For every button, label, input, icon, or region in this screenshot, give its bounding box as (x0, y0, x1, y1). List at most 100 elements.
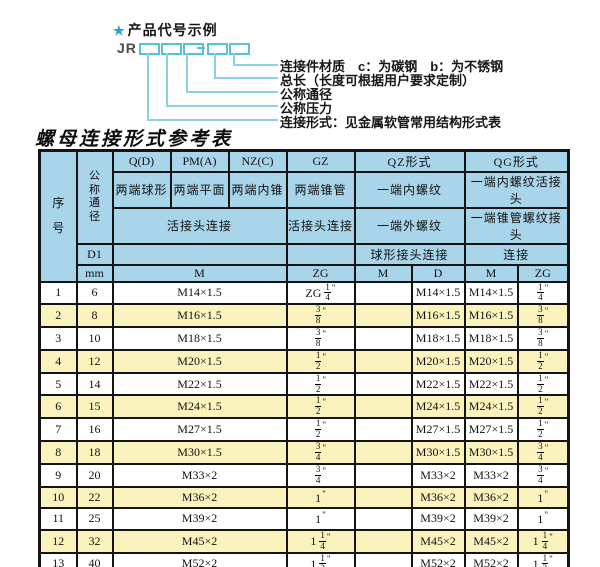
seq-cell: 6 (38, 394, 78, 420)
inch-mark: " (322, 374, 327, 385)
seq-cell: 2 (38, 303, 78, 329)
dn-cell: 14 (75, 371, 114, 397)
header-qg-m: M (463, 263, 519, 283)
m-cell: M22×1.5 (111, 371, 288, 397)
table-row: 10 22 M36×2 1" M36×2 M36×2 1" (38, 485, 570, 510)
header-qz-sub3: 球形接头连接 (353, 242, 466, 266)
qg-zg-cell: 3 4 " (516, 439, 570, 465)
qg-m-cell: M24×1.5 (463, 394, 519, 420)
header-nz-sub: 两端内锥 (227, 170, 288, 209)
qz-m-cell (353, 303, 413, 329)
star-icon: ★ (113, 23, 126, 38)
dn-cell: 16 (75, 417, 114, 442)
qg-zg-cell: 1 2 " (516, 371, 570, 397)
inch-mark: " (322, 510, 326, 521)
header-zg: ZG (285, 263, 356, 283)
table-row: 4 12 M20×1.5 1 2 " M20×1.5 M20×1.5 1 2 " (38, 348, 570, 374)
m-cell: M45×2 (111, 528, 288, 554)
qg-m-cell: M45×2 (463, 528, 519, 554)
code-dash (197, 47, 205, 49)
connector-line-3 (186, 53, 278, 93)
m-cell: M33×2 (111, 462, 288, 488)
header-q: Q(D) (111, 149, 172, 173)
qg-m-cell: M52×2 (463, 551, 519, 567)
qg-m-cell: M30×1.5 (463, 439, 519, 465)
header-qz-d: D (410, 263, 466, 283)
header-pm: PM(A) (169, 149, 230, 173)
qg-m-cell: M14×1.5 (463, 280, 519, 306)
diagram-label-connection: 连接形式：见金属软管常用结构形式表 (280, 115, 502, 130)
qz-m-cell (353, 439, 413, 465)
header-blank-gz (285, 242, 356, 266)
header-seq: 序号 (38, 149, 78, 283)
gz-zg-cell: ZG 1 4 " (285, 280, 356, 306)
table-row: 9 20 M33×2 3 4 " M33×2 M33×2 3 4 " (38, 462, 570, 488)
header-dn: 公称通径 (75, 149, 114, 245)
qz-m-cell (353, 326, 413, 351)
qg-zg-cell: 3 4 " (516, 462, 570, 488)
m-cell: M24×1.5 (111, 394, 288, 420)
product-code-prefix: JR (117, 40, 137, 56)
table-row: 7 16 M27×1.5 1 2 " M27×1.5 M27×1.5 1 2 " (38, 417, 570, 442)
gz-zg-cell: 1" (285, 485, 356, 510)
dn-cell: 22 (75, 485, 114, 510)
header-qg-sub1: 一端内螺纹活接头 (463, 170, 570, 209)
qg-zg-cell: 3 8 " (516, 303, 570, 329)
inch-mark: " (322, 397, 327, 408)
header-qg-sub2: 一端锥管螺纹接头 (463, 206, 570, 245)
qg-m-cell: M33×2 (463, 462, 519, 488)
m-cell: M16×1.5 (111, 303, 288, 329)
table-row: 8 18 M30×1.5 3 4 " M30×1.5 M30×1.5 3 4 " (38, 439, 570, 465)
connector-line-2 (166, 53, 278, 107)
header-qg: QG形式 (463, 149, 570, 173)
dn-cell: 15 (75, 394, 114, 420)
inch-mark: " (544, 397, 549, 408)
diagram-label-pressure: 公称压力 (280, 101, 333, 116)
dn-cell: 18 (75, 439, 114, 465)
table-row: 6 15 M24×1.5 1 2 " M24×1.5 M24×1.5 1 2 " (38, 394, 570, 420)
qz-d-cell: M52×2 (410, 551, 466, 567)
inch-mark: " (544, 351, 549, 362)
qg-zg-cell: 1 2 " (516, 417, 570, 442)
seq-cell: 3 (38, 326, 78, 351)
qz-m-cell (353, 462, 413, 488)
qz-d-cell: M39×2 (410, 507, 466, 531)
m-cell: M39×2 (111, 507, 288, 531)
table-row: 3 10 M18×1.5 3 8 " M18×1.5 M18×1.5 3 8 " (38, 326, 570, 351)
table-header: 序号 公称通径 Q(D) PM(A) NZ(C) GZ QZ形式 QG形式 两端… (38, 149, 570, 283)
inch-mark: " (544, 328, 549, 339)
header-gz: GZ (285, 149, 356, 173)
qg-zg-cell: 1" (516, 507, 570, 531)
inch-mark: " (322, 306, 327, 317)
inch-mark: " (544, 488, 549, 499)
qg-zg-cell: 1 1 4 " (516, 528, 570, 554)
header-qg-zg: ZG (516, 263, 570, 283)
qz-d-cell: M30×1.5 (410, 439, 466, 465)
connector-line-5 (233, 53, 278, 66)
qz-m-cell (353, 280, 413, 306)
header-mm: mm (75, 263, 114, 283)
qg-zg-cell: 1" (516, 485, 570, 510)
qg-m-cell: M27×1.5 (463, 417, 519, 442)
gz-zg-cell: 3 8 " (285, 326, 356, 351)
qz-m-cell (353, 417, 413, 442)
gz-zg-cell: 1 2 " (285, 394, 356, 420)
gz-zg-cell: 1" (285, 507, 356, 531)
dn-cell: 32 (75, 528, 114, 554)
dn-cell: 25 (75, 507, 114, 531)
